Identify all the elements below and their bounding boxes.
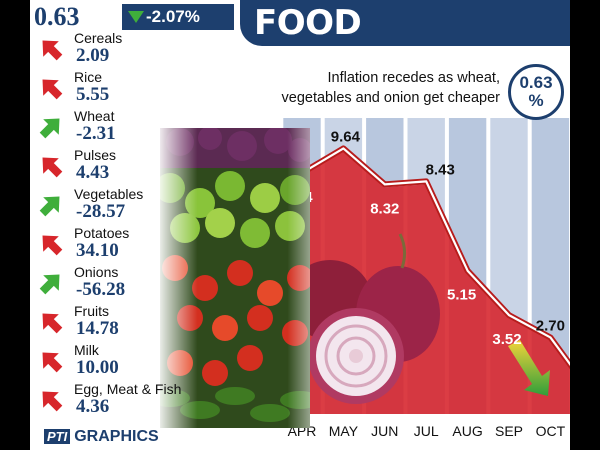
x-tick-label: JUL	[414, 423, 439, 439]
item-value: 10.00	[76, 357, 119, 378]
x-tick-label: OCT	[536, 423, 566, 439]
item-value: -28.57	[76, 201, 126, 222]
onion-stem	[398, 233, 407, 269]
data-label: 8.43	[426, 161, 455, 178]
item-label: Onions	[74, 264, 119, 280]
arrow-up-icon	[42, 79, 63, 100]
item-value: 4.43	[76, 162, 110, 183]
item-label: Wheat	[74, 108, 115, 124]
pti-logo: PTI	[44, 429, 71, 444]
arrow-up-icon	[42, 352, 63, 373]
arrow-up-icon	[42, 313, 63, 334]
footer-credit: PTI GRAPHICS	[44, 428, 159, 446]
subtitle-line-2: vegetables and onion get cheaper	[281, 90, 500, 106]
item-value: 14.78	[76, 318, 119, 339]
subtitle-line-1: Inflation recedes as wheat,	[327, 70, 501, 86]
title-bar: FOOD INFLATION	[240, 0, 570, 83]
item-label: Milk	[74, 342, 99, 358]
infographic: FOOD INFLATION 8.749.648.328.435.153.522…	[30, 0, 570, 450]
x-tick-label: SEP	[495, 423, 523, 439]
data-label: 3.52	[492, 331, 521, 348]
data-label: 5.15	[447, 287, 476, 304]
x-tick-label: JUN	[371, 423, 398, 439]
change-badge: -2.07%	[122, 4, 234, 30]
list-item: Onions -56.28	[30, 264, 180, 303]
x-tick-label: AUG	[452, 423, 482, 439]
series-line	[301, 147, 570, 367]
list-item: Wheat -2.31	[30, 108, 180, 147]
onion-ring	[336, 336, 376, 376]
data-label: 2.70	[536, 317, 565, 334]
list-item: Rice 5.55	[30, 69, 180, 108]
arrow-down-icon	[39, 196, 60, 217]
inflation-chart: 8.749.648.328.435.153.522.70APRMAYJUNJUL…	[283, 118, 570, 439]
onion-ring	[324, 324, 388, 388]
list-item: Vegetables -28.57	[30, 186, 180, 225]
change-value: -2.07%	[146, 7, 200, 26]
headline-value: 0.63	[34, 2, 80, 31]
list-item: Milk 10.00	[30, 342, 180, 381]
x-tick-label: MAY	[329, 423, 359, 439]
rate-badge: 0.63 %	[508, 64, 564, 120]
decline-arrow-icon	[508, 340, 550, 396]
page-title: FOOD INFLATION	[254, 3, 453, 83]
item-label: Cereals	[74, 30, 123, 46]
item-label: Vegetables	[74, 186, 144, 202]
item-label: Egg, Meat & Fish	[74, 381, 182, 397]
list-item: Fruits 14.78	[30, 303, 180, 342]
arrow-up-icon	[42, 235, 63, 256]
rate-number: 0.63	[519, 73, 553, 92]
arrow-up-icon	[42, 391, 63, 412]
item-label: Rice	[74, 69, 103, 85]
item-label: Fruits	[74, 303, 109, 319]
list-item: Egg, Meat & Fish 4.36	[30, 381, 182, 420]
data-label: 8.32	[370, 200, 399, 217]
down-triangle-icon	[128, 11, 144, 23]
item-value: 5.55	[76, 84, 110, 105]
subtitle: Inflation recedes as wheat, vegetables a…	[270, 68, 500, 108]
rate-unit: %	[528, 91, 544, 110]
item-value: -56.28	[76, 279, 126, 300]
arrow-up-icon	[42, 157, 63, 178]
item-value: 4.36	[76, 396, 110, 417]
item-value: -2.31	[76, 123, 116, 144]
vegetable-photo	[160, 128, 310, 428]
arrow-down-icon	[39, 274, 60, 295]
item-value: 2.09	[76, 45, 110, 66]
arrow-down-icon	[39, 118, 60, 139]
item-label: Pulses	[74, 147, 117, 163]
list-item: Pulses 4.43	[30, 147, 180, 186]
item-label: Potatoes	[74, 225, 130, 241]
data-label: 9.64	[331, 128, 361, 145]
item-value: 34.10	[76, 240, 119, 261]
footer-text: GRAPHICS	[74, 428, 159, 445]
headline-box: 0.63 -2.07%	[30, 0, 240, 34]
onion-core	[349, 349, 363, 363]
arrow-up-icon	[42, 40, 63, 61]
list-item: Cereals 2.09	[30, 30, 180, 69]
list-item: Potatoes 34.10	[30, 225, 180, 264]
